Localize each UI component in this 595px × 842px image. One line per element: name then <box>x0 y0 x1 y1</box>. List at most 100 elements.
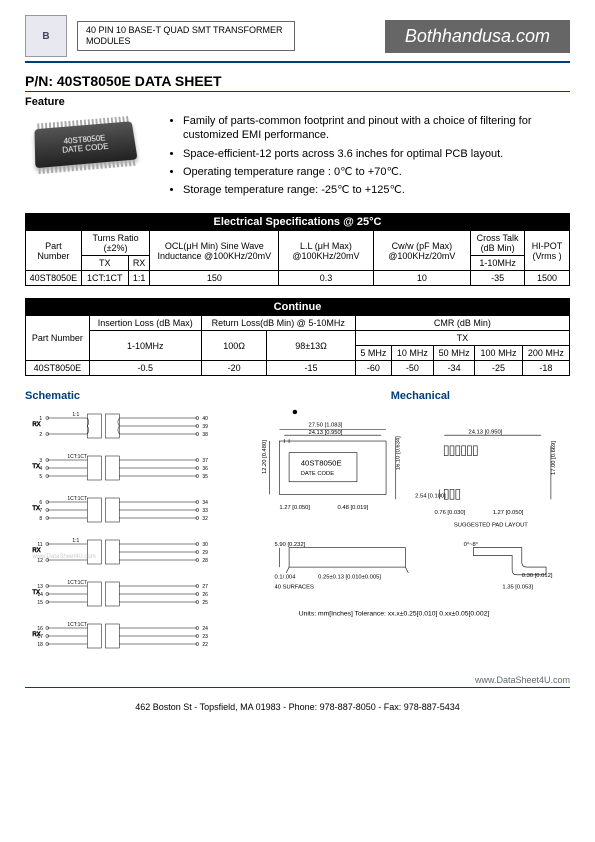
th-hipot: HI-POT (Vrms ) <box>525 231 570 271</box>
th-rl: Return Loss(dB Min) @ 5-10MHz <box>201 316 355 331</box>
svg-text:29: 29 <box>202 550 208 556</box>
svg-text:1.35 [0.053]: 1.35 [0.053] <box>502 585 533 591</box>
svg-text:1: 1 <box>39 416 42 422</box>
td-c100: -25 <box>475 361 522 376</box>
module-description: 40 PIN 10 BASE-T QUAD SMT TRANSFORMER MO… <box>77 21 295 51</box>
th-50mhz: 50 MHz <box>433 346 475 361</box>
mechanical-heading: Mechanical <box>391 390 450 402</box>
td-pn: 40ST8050E <box>26 361 90 376</box>
logo-icon: B <box>25 15 67 57</box>
svg-text:25: 25 <box>202 600 208 606</box>
company-banner: Bothhandusa.com <box>385 20 570 53</box>
td-c50: -34 <box>433 361 475 376</box>
svg-text:14: 14 <box>37 592 43 598</box>
th-tx: TX <box>81 256 128 271</box>
th-100mhz: 100 MHz <box>475 346 522 361</box>
svg-text:1:1: 1:1 <box>72 538 79 544</box>
svg-text:6: 6 <box>39 500 42 506</box>
watermark-text: www.DataSheet4U.com <box>31 554 95 560</box>
svg-text:0°~8°: 0°~8° <box>463 542 477 548</box>
th-il: Insertion Loss (dB Max) <box>89 316 201 331</box>
feature-item: Storage temperature range: -25℃ to +125℃… <box>183 183 570 197</box>
th-5mhz: 5 MHz <box>355 346 391 361</box>
page-header: B 40 PIN 10 BASE-T QUAD SMT TRANSFORMER … <box>25 15 570 63</box>
svg-text:40ST8050E: 40ST8050E <box>300 459 341 468</box>
th-turns: Turns Ratio (±2%) <box>81 231 150 256</box>
svg-text:18: 18 <box>37 642 43 648</box>
th-200mhz: 200 MHz <box>522 346 569 361</box>
svg-text:40 SURFACES: 40 SURFACES <box>274 585 313 591</box>
electrical-spec-table: Electrical Specifications @ 25°C Part Nu… <box>25 213 570 286</box>
svg-text:28: 28 <box>202 558 208 564</box>
svg-text:34: 34 <box>202 500 208 506</box>
svg-text:27.50 [1.083]: 27.50 [1.083] <box>308 423 342 429</box>
table-title: Electrical Specifications @ 25°C <box>26 214 570 231</box>
svg-text:0.76 [0.030]: 0.76 [0.030] <box>434 510 465 516</box>
svg-text:33: 33 <box>202 508 208 514</box>
svg-text:26: 26 <box>202 592 208 598</box>
th-10mhz: 10 MHz <box>391 346 433 361</box>
th-ll: L.L (μH Max) @100KHz/20mV <box>279 231 373 271</box>
svg-text:5.90 [0.232]: 5.90 [0.232] <box>274 542 305 548</box>
features-list: Family of parts-common footprint and pin… <box>165 114 570 201</box>
svg-text:1CT:1CT: 1CT:1CT <box>67 580 87 586</box>
feature-item: Operating temperature range : 0℃ to +70℃… <box>183 165 570 179</box>
svg-text:DATE CODE: DATE CODE <box>300 471 334 477</box>
svg-text:2: 2 <box>39 432 42 438</box>
th-ocl: OCL(μH Min) Sine Wave Inductance @100KHz… <box>150 231 279 271</box>
svg-text:37: 37 <box>202 458 208 464</box>
svg-text:30: 30 <box>202 542 208 548</box>
svg-text:36: 36 <box>202 466 208 472</box>
svg-text:1.27 [0.050]: 1.27 [0.050] <box>279 505 310 511</box>
svg-text:27: 27 <box>202 584 208 590</box>
svg-text:7: 7 <box>39 508 42 514</box>
td-tx: 1CT:1CT <box>81 271 128 286</box>
watermark-right: www.DataSheet4U.com <box>25 675 570 688</box>
th-cmr: CMR (dB Min) <box>355 316 569 331</box>
td-ct: -35 <box>471 271 525 286</box>
th-part-number: Part Number <box>26 231 82 271</box>
td-c10: -50 <box>391 361 433 376</box>
td-pn: 40ST8050E <box>26 271 82 286</box>
svg-text:1CT:1CT: 1CT:1CT <box>67 454 87 460</box>
svg-text:16: 16 <box>37 626 43 632</box>
feature-row: 40ST8050E DATE CODE Family of parts-comm… <box>25 114 570 201</box>
svg-text:39: 39 <box>202 424 208 430</box>
mechanical-diagram: 40ST8050E DATE CODE 27.50 [1.083] 24.13 … <box>260 408 570 671</box>
svg-text:1CT:1CT: 1CT:1CT <box>67 496 87 502</box>
td-c200: -18 <box>522 361 569 376</box>
th-rl98: 98±13Ω <box>267 331 355 361</box>
svg-text:0.30 [0.012]: 0.30 [0.012] <box>522 573 553 579</box>
th-il-sub: 1-10MHz <box>89 331 201 361</box>
svg-text:32: 32 <box>202 516 208 522</box>
continue-table: Continue Part Number Insertion Loss (dB … <box>25 298 570 376</box>
th-cww: Cw/w (pF Max) @100KHz/20mV <box>373 231 471 271</box>
svg-text:24.13 [0.950]: 24.13 [0.950] <box>308 431 342 437</box>
svg-text:11: 11 <box>37 542 42 548</box>
svg-text:1:1: 1:1 <box>72 412 79 418</box>
svg-text:5: 5 <box>39 474 42 480</box>
svg-text:17: 17 <box>37 634 43 640</box>
schematic-diagram: RXTX TXRX TXRX 1:1 <box>25 408 250 671</box>
svg-text:17.00 [0.669]: 17.00 [0.669] <box>550 441 556 475</box>
td-cww: 10 <box>373 271 471 286</box>
table-title: Continue <box>26 299 570 316</box>
td-hipot: 1500 <box>525 271 570 286</box>
svg-text:23: 23 <box>202 634 208 640</box>
chip-image: 40ST8050E DATE CODE <box>25 114 145 174</box>
svg-text:40: 40 <box>202 416 208 422</box>
td-il: -0.5 <box>89 361 201 376</box>
svg-text:12.20 [0.480]: 12.20 [0.480] <box>262 440 268 474</box>
section-headers: Schematic Mechanical <box>25 390 570 402</box>
td-ll: 0.3 <box>279 271 373 286</box>
page-title: P/N: 40ST8050E DATA SHEET <box>25 73 570 92</box>
th-ct: Cross Talk (dB Min) <box>471 231 525 256</box>
svg-text:4: 4 <box>39 466 42 472</box>
th-pn: Part Number <box>26 316 90 361</box>
td-rl98: -15 <box>267 361 355 376</box>
svg-text:2.54 [0.100]: 2.54 [0.100] <box>415 494 446 500</box>
svg-text:0.25±0.13 [0.010±0.005]: 0.25±0.13 [0.010±0.005] <box>318 575 381 581</box>
th-ct-sub: 1-10MHz <box>471 256 525 271</box>
schematic-heading: Schematic <box>25 390 80 402</box>
svg-text:1.27 [0.050]: 1.27 [0.050] <box>492 510 523 516</box>
